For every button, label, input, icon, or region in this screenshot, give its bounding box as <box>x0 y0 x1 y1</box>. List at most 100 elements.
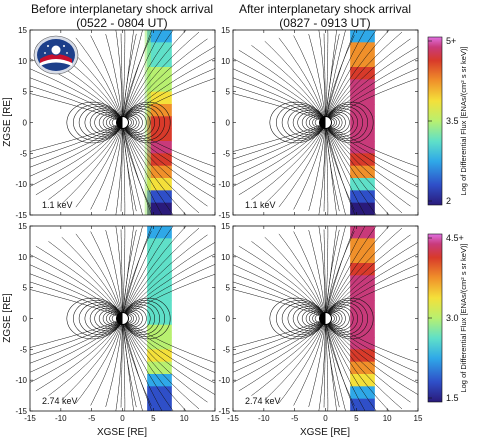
field-line <box>309 116 322 129</box>
field-line <box>125 309 143 328</box>
field-line <box>328 46 418 121</box>
flux-cell <box>350 275 375 289</box>
field-line <box>121 322 137 408</box>
field-line <box>30 320 126 383</box>
field-line <box>30 264 126 317</box>
y-tick-label: 10 <box>221 57 230 66</box>
field-line <box>238 245 328 316</box>
field-line <box>324 229 340 315</box>
y-tick-label: 15 <box>221 222 230 231</box>
field-line <box>78 302 121 335</box>
field-line <box>329 118 335 127</box>
field-line <box>121 226 126 315</box>
field-line <box>324 226 329 315</box>
field-line <box>312 117 321 128</box>
flux-cell <box>350 398 375 411</box>
field-line <box>123 125 163 215</box>
x-tick-label: 0 <box>323 414 328 423</box>
field-line <box>328 320 418 384</box>
colorbar-tick-label: 1.5 <box>446 393 459 403</box>
field-line <box>233 319 329 348</box>
field-line <box>30 123 126 152</box>
field-line <box>35 125 125 196</box>
field-line <box>328 68 418 121</box>
flux-cell <box>350 238 375 252</box>
field-line <box>48 241 125 316</box>
y-tick-label: -10 <box>218 376 230 385</box>
field-line <box>123 30 163 120</box>
field-line <box>121 33 137 119</box>
field-line <box>233 320 329 373</box>
energy-label: 1.1 keV <box>42 200 73 210</box>
flux-cell <box>350 178 375 191</box>
field-line <box>30 289 126 318</box>
y-axis-label-top: ZGSE [RE] <box>2 97 13 147</box>
flux-cell <box>147 263 172 276</box>
field-line <box>121 125 152 210</box>
field-line <box>105 125 124 211</box>
field-line <box>325 226 346 315</box>
flux-cell <box>350 263 375 276</box>
field-line <box>287 304 324 333</box>
field-line <box>124 112 147 133</box>
flux-cell <box>350 349 375 363</box>
y-axis-label-bottom: ZGSE [RE] <box>2 293 13 343</box>
field-line <box>35 321 125 392</box>
field-line <box>125 116 137 129</box>
field-line <box>125 264 215 317</box>
y-tick-label: 15 <box>18 222 27 231</box>
field-line <box>48 321 125 396</box>
x-tick-label: 5 <box>354 414 359 423</box>
x-tick-label: 5 <box>151 414 156 423</box>
field-line <box>327 104 368 141</box>
field-line <box>48 125 125 200</box>
y-tick-label: 10 <box>18 253 27 262</box>
y-tick-label: 10 <box>221 253 230 262</box>
field-line <box>120 229 123 315</box>
field-line <box>327 125 403 214</box>
field-line <box>120 33 123 119</box>
flux-cell <box>147 79 172 93</box>
flux-cell <box>147 398 172 411</box>
colorbar-label: Log of Differential Flux [ENAs/(cm² s sr… <box>459 46 468 195</box>
field-line <box>327 112 350 133</box>
y-tick-label: 5 <box>23 88 28 97</box>
field-line <box>75 321 124 404</box>
flux-cell <box>147 337 172 350</box>
field-line <box>109 313 118 324</box>
x-tick-label: 0 <box>120 414 125 423</box>
flux-edge <box>144 30 151 215</box>
flux-cell <box>350 386 375 400</box>
field-line <box>264 41 328 120</box>
field-line <box>102 115 119 130</box>
field-line <box>327 125 390 215</box>
field-line <box>106 116 119 129</box>
field-line <box>120 322 123 408</box>
field-line <box>125 320 215 395</box>
colorbar-tick-label: 4.5+ <box>446 233 464 243</box>
field-line <box>281 302 324 335</box>
field-line <box>105 230 124 316</box>
field-line <box>324 231 355 316</box>
field-line <box>125 242 215 317</box>
field-line <box>328 116 340 129</box>
field-line <box>125 77 215 122</box>
field-line <box>122 322 143 411</box>
field-line <box>293 125 327 210</box>
x-tick-label: -15 <box>24 414 36 423</box>
field-line <box>124 106 160 139</box>
field-line <box>233 58 329 121</box>
field-line <box>122 126 143 215</box>
earth-night-side <box>319 312 326 325</box>
field-line <box>121 30 126 119</box>
field-line <box>327 321 403 410</box>
field-line <box>125 312 137 325</box>
field-line <box>233 273 329 317</box>
flux-cell <box>350 30 375 43</box>
field-line <box>125 57 215 121</box>
field-line <box>293 231 327 316</box>
field-line <box>124 104 165 141</box>
field-line <box>327 321 390 411</box>
energy-label: 2.74 keV <box>42 396 78 406</box>
flux-cell <box>147 386 172 400</box>
